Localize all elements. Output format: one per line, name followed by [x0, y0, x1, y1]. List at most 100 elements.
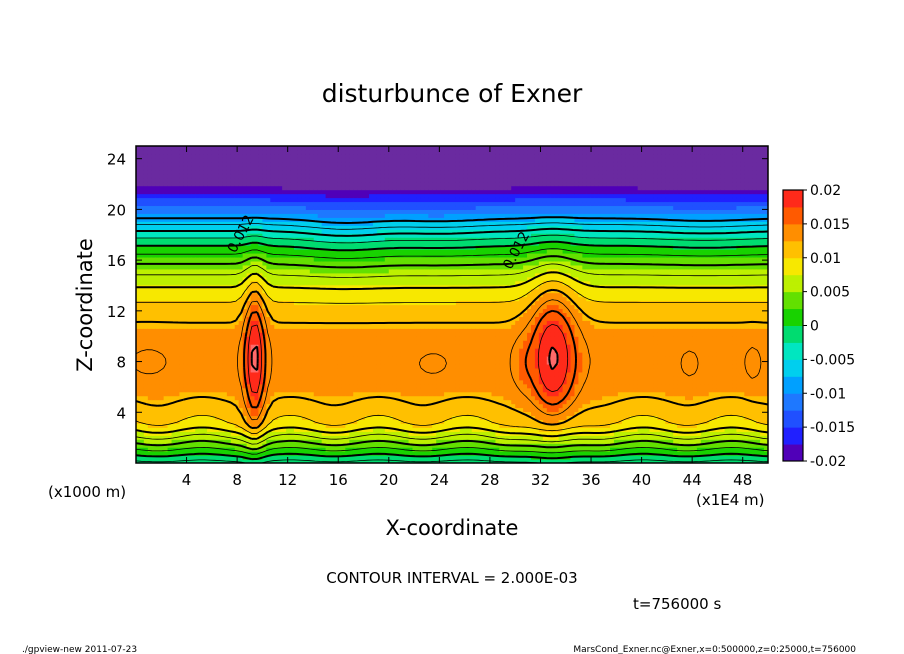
heat-cell	[294, 189, 299, 195]
heat-cell	[222, 173, 228, 179]
heat-cell	[282, 348, 287, 353]
heat-cell	[151, 359, 157, 365]
heat-cell	[305, 177, 311, 183]
heat-cell	[329, 146, 335, 151]
heat-cell	[278, 205, 283, 210]
heat-cell	[376, 197, 382, 203]
heat-cell	[357, 375, 362, 381]
heat-cell	[376, 336, 382, 341]
heat-cell	[215, 264, 220, 270]
heat-cell	[187, 419, 192, 424]
heat-cell	[136, 324, 141, 329]
heat-cell	[183, 189, 188, 195]
heat-cell	[369, 169, 374, 175]
heat-cell	[191, 213, 196, 218]
heat-cell	[365, 419, 370, 424]
heat-cell	[250, 205, 256, 210]
heat-cell	[290, 268, 295, 274]
heat-cell	[278, 367, 283, 373]
heat-cell	[230, 340, 236, 345]
heat-cell	[258, 185, 263, 191]
heat-cell	[278, 359, 283, 365]
heat-cell	[159, 439, 165, 444]
heat-cell	[254, 387, 260, 393]
heat-cell	[321, 157, 327, 163]
heat-cell	[345, 237, 350, 242]
heat-cell	[238, 249, 244, 254]
heat-cell	[238, 304, 244, 310]
heat-cell	[238, 435, 244, 440]
heat-cell	[329, 153, 335, 159]
heat-cell	[313, 233, 319, 238]
heat-cell	[211, 316, 216, 321]
heat-cell	[195, 249, 200, 254]
heat-cell	[226, 379, 232, 385]
heat-cell	[278, 427, 283, 432]
heat-cell	[282, 367, 287, 373]
heat-cell	[215, 233, 220, 238]
heat-cell	[341, 359, 346, 365]
heat-cell	[155, 367, 161, 373]
heat-cell	[211, 352, 216, 357]
heat-cell	[290, 213, 295, 218]
heat-cell	[226, 423, 232, 428]
heat-cell	[286, 153, 291, 159]
heat-cell	[215, 201, 220, 207]
heat-cell	[309, 352, 315, 357]
heat-cell	[313, 332, 319, 337]
heat-cell	[179, 419, 184, 424]
heat-cell	[349, 387, 354, 393]
heat-cell	[365, 157, 370, 163]
heat-cell	[230, 225, 236, 230]
heat-cell	[274, 146, 279, 151]
heat-cell	[242, 256, 248, 262]
heat-cell	[369, 245, 374, 250]
heat-cell	[353, 332, 358, 337]
heat-cell	[203, 217, 208, 222]
heat-cell	[313, 411, 319, 417]
heat-cell	[159, 252, 165, 258]
heat-cell	[270, 356, 275, 361]
heat-cell	[294, 356, 299, 361]
heat-cell	[246, 161, 252, 167]
heat-cell	[321, 363, 327, 369]
heat-cell	[349, 249, 354, 254]
heat-cell	[167, 149, 173, 155]
heat-cell	[337, 403, 342, 409]
heat-cell	[175, 193, 181, 199]
heat-cell	[199, 411, 204, 417]
heat-cell	[211, 296, 216, 302]
heat-cell	[262, 387, 267, 393]
heat-cell	[282, 391, 287, 397]
heat-cell	[305, 233, 311, 238]
heat-cell	[139, 296, 145, 302]
heat-cell	[171, 169, 177, 175]
heat-cell	[274, 221, 279, 226]
heat-cell	[230, 249, 236, 254]
heat-cell	[222, 443, 228, 448]
heat-cell	[211, 371, 216, 377]
heat-cell	[215, 237, 220, 242]
heat-cell	[163, 157, 169, 163]
heat-cell	[297, 264, 303, 270]
heat-cell	[294, 344, 299, 349]
heat-cell	[290, 340, 295, 345]
heat-cell	[290, 387, 295, 393]
heat-cell	[282, 423, 287, 428]
heat-cell	[215, 296, 220, 302]
heat-cell	[337, 189, 342, 195]
heat-cell	[309, 149, 315, 155]
heat-cell	[250, 292, 256, 298]
heat-cell	[369, 415, 374, 421]
heat-cell	[290, 415, 295, 421]
heat-cell	[278, 245, 283, 250]
heat-cell	[211, 336, 216, 341]
heat-cell	[226, 431, 232, 436]
heat-cell	[353, 205, 358, 210]
heat-cell	[376, 340, 382, 345]
heat-cell	[333, 157, 339, 163]
heat-cell	[238, 169, 244, 175]
heat-cell	[136, 344, 141, 349]
heat-cell	[191, 149, 196, 155]
heat-cell	[369, 447, 374, 452]
